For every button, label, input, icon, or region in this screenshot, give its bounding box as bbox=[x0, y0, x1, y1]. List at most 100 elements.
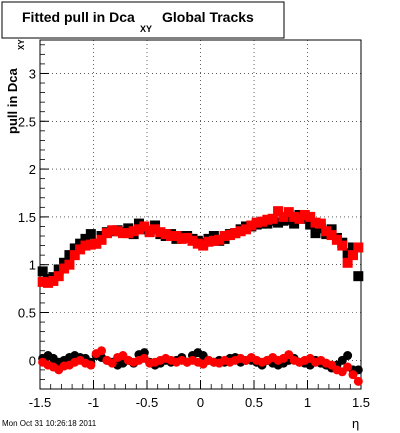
data-point-circle-series-3 bbox=[343, 351, 353, 361]
data-points bbox=[37, 206, 364, 386]
data-point-square-series-2 bbox=[64, 259, 75, 270]
data-point-square-series-1 bbox=[283, 214, 294, 225]
data-point-circle-series-4 bbox=[353, 376, 363, 386]
data-point-circle-series-4 bbox=[97, 346, 107, 356]
data-point-square-series-2 bbox=[315, 218, 326, 229]
y-tick-label: 2.5 bbox=[18, 114, 36, 129]
data-point-square-series-1 bbox=[353, 271, 364, 282]
data-point-square-series-2 bbox=[347, 250, 358, 261]
data-point-square-series-2 bbox=[53, 271, 64, 282]
data-point-circle-series-4 bbox=[348, 370, 358, 380]
data-point-square-series-2 bbox=[257, 216, 268, 227]
data-point-square-series-2 bbox=[139, 221, 150, 232]
data-point-square-series-2 bbox=[107, 225, 118, 236]
y-axis-label: pull in Dca XY bbox=[5, 39, 26, 134]
data-point-square-series-2 bbox=[224, 230, 235, 241]
chart-title-suffix: Global Tracks bbox=[162, 9, 254, 25]
data-point-square-series-2 bbox=[283, 207, 294, 218]
data-point-circle-series-4 bbox=[284, 350, 294, 360]
y-tick-label: 2 bbox=[29, 162, 36, 177]
data-point-square-series-2 bbox=[101, 228, 112, 239]
data-point-square-series-1 bbox=[64, 250, 75, 261]
data-point-square-series-2 bbox=[219, 231, 230, 242]
data-point-square-series-1 bbox=[273, 217, 284, 228]
data-point-square-series-2 bbox=[294, 213, 305, 224]
x-tick-label: 1.5 bbox=[352, 395, 370, 410]
data-point-square-series-2 bbox=[321, 226, 332, 237]
data-point-square-series-2 bbox=[203, 236, 214, 247]
chart-title-box: Fitted pull in Dca XY Global Tracks bbox=[1, 1, 285, 39]
data-point-square-series-1 bbox=[53, 264, 64, 275]
y-tick-label: 1 bbox=[29, 258, 36, 273]
data-point-square-series-2 bbox=[96, 234, 107, 245]
data-point-square-series-1 bbox=[310, 228, 321, 239]
y-tick-label: 1.5 bbox=[18, 210, 36, 225]
data-point-square-series-2 bbox=[326, 230, 337, 241]
data-point-square-series-2 bbox=[198, 240, 209, 251]
data-point-square-series-2 bbox=[278, 211, 289, 222]
data-point-square-series-2 bbox=[267, 213, 278, 224]
data-point-square-series-1 bbox=[59, 257, 70, 268]
y-axis-label-main: pull in Dca bbox=[5, 68, 20, 135]
data-point-square-series-1 bbox=[37, 266, 48, 277]
data-point-square-series-2 bbox=[331, 234, 342, 245]
data-point-square-series-2 bbox=[273, 206, 284, 217]
data-point-square-series-1 bbox=[69, 243, 80, 254]
data-point-square-series-2 bbox=[48, 275, 59, 286]
data-point-square-series-1 bbox=[80, 233, 91, 244]
data-point-square-series-1 bbox=[326, 224, 337, 235]
data-point-square-series-1 bbox=[85, 229, 96, 240]
data-point-square-series-2 bbox=[171, 231, 182, 242]
timestamp: Mon Oct 31 10:26:18 2011 bbox=[2, 419, 97, 428]
data-point-square-series-1 bbox=[75, 238, 86, 249]
data-point-square-series-2 bbox=[192, 238, 203, 249]
data-point-square-series-2 bbox=[37, 276, 48, 287]
data-point-square-series-2 bbox=[310, 217, 321, 228]
data-point-square-series-2 bbox=[69, 250, 80, 261]
data-point-square-series-2 bbox=[75, 244, 86, 255]
data-point-square-series-2 bbox=[91, 238, 102, 249]
data-point-square-series-2 bbox=[353, 242, 364, 253]
data-point-square-series-2 bbox=[133, 224, 144, 235]
data-point-circle-series-4 bbox=[86, 360, 96, 370]
x-tick-label: 1 bbox=[304, 395, 311, 410]
data-point-square-series-2 bbox=[240, 224, 251, 235]
data-point-square-series-1 bbox=[347, 242, 358, 253]
data-point-square-series-1 bbox=[342, 248, 353, 259]
data-point-square-series-2 bbox=[85, 239, 96, 250]
data-point-square-series-2 bbox=[112, 226, 123, 237]
data-point-square-series-2 bbox=[160, 229, 171, 240]
chart-title-subscript: XY bbox=[140, 24, 152, 34]
data-point-square-series-2 bbox=[117, 228, 128, 239]
data-point-square-series-2 bbox=[337, 240, 348, 251]
data-point-square-series-2 bbox=[59, 263, 70, 274]
data-point-square-series-2 bbox=[144, 227, 155, 238]
data-point-square-series-2 bbox=[289, 211, 300, 222]
x-tick-label: 0 bbox=[197, 395, 204, 410]
data-point-square-series-2 bbox=[299, 209, 310, 220]
y-tick-label: 0 bbox=[29, 353, 36, 368]
data-point-square-series-2 bbox=[305, 211, 316, 222]
chart-title-main: Fitted pull in Dca bbox=[22, 9, 135, 25]
x-axis-label: η bbox=[352, 416, 359, 431]
data-point-square-series-2 bbox=[251, 217, 262, 228]
axis-ticks bbox=[39, 44, 362, 390]
data-point-square-series-2 bbox=[176, 233, 187, 244]
data-point-square-series-2 bbox=[214, 234, 225, 245]
data-point-square-series-1 bbox=[305, 219, 316, 230]
data-point-square-series-2 bbox=[187, 235, 198, 246]
axis-tick-labels: -1.5 -1 -0.5 0 0.5 1 1.5 0 0.5 1 1.5 2 2.5 3 bbox=[18, 66, 370, 410]
data-point-square-series-2 bbox=[80, 240, 91, 251]
data-point-square-series-2 bbox=[230, 228, 241, 239]
data-point-square-series-1 bbox=[289, 218, 300, 229]
data-point-square-series-2 bbox=[128, 226, 139, 237]
data-point-square-series-2 bbox=[150, 224, 161, 235]
data-point-square-series-2 bbox=[262, 214, 273, 225]
data-point-square-series-2 bbox=[123, 228, 134, 239]
data-point-square-series-1 bbox=[133, 218, 144, 229]
x-tick-label: -0.5 bbox=[136, 395, 158, 410]
x-tick-label: 0.5 bbox=[245, 395, 263, 410]
data-point-circle-series-4 bbox=[343, 362, 353, 372]
y-tick-label: 3 bbox=[29, 66, 36, 81]
